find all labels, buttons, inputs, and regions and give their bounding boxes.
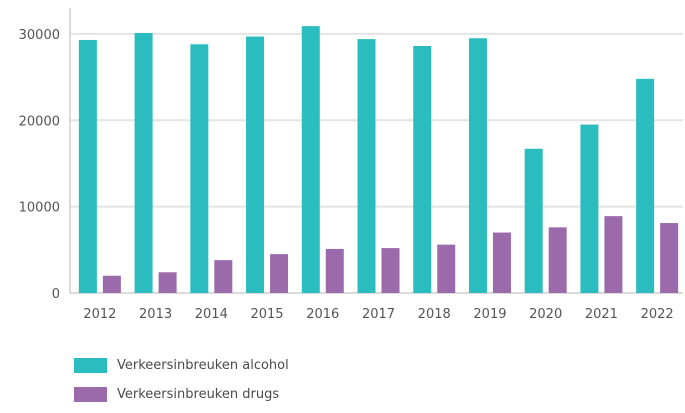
x-tick-label-2012: 2012: [83, 307, 116, 322]
bar-drugs-2016: [325, 248, 344, 293]
bars: [78, 26, 679, 294]
x-tick-label-2018: 2018: [418, 307, 451, 322]
x-tick-label-2014: 2014: [195, 307, 228, 322]
bar-drugs-2013: [158, 272, 177, 293]
bar-alcohol-2018: [413, 46, 432, 293]
bar-alcohol-2016: [301, 26, 320, 294]
bar-alcohol-2022: [636, 78, 655, 294]
legend-item-alcohol: Verkeersinbreuken alcohol: [74, 355, 289, 375]
y-tick-label-0: 0: [52, 287, 60, 302]
x-tick-label-2021: 2021: [585, 307, 618, 322]
bar-drugs-2017: [381, 248, 400, 293]
x-tick-label-2019: 2019: [473, 307, 506, 322]
y-tick-label-10000: 10000: [19, 201, 60, 216]
bar-drugs-2014: [214, 260, 233, 293]
legend-item-drugs: Verkeersinbreuken drugs: [74, 384, 289, 404]
bar-alcohol-2013: [134, 33, 153, 293]
legend-label-drugs: Verkeersinbreuken drugs: [117, 386, 280, 402]
y-tick-label-30000: 30000: [19, 28, 60, 43]
legend-swatch-drugs: [74, 386, 107, 402]
bar-chart: 0 10000 20000 30000 2012 2013 2014 2015 2016 2017…: [19, 8, 683, 322]
x-tick-label-2016: 2016: [306, 307, 339, 322]
x-tick-label-2022: 2022: [641, 307, 674, 322]
bar-alcohol-2019: [468, 38, 487, 294]
bar-alcohol-2015: [246, 36, 265, 293]
x-tick-label-2015: 2015: [250, 307, 283, 322]
legend-label-alcohol: Verkeersinbreuken alcohol: [117, 357, 289, 373]
bar-alcohol-2017: [357, 39, 376, 293]
legend: Verkeersinbreuken alcohol Verkeersinbreu…: [74, 355, 289, 413]
bar-drugs-2015: [270, 254, 289, 293]
y-tick-label-20000: 20000: [19, 114, 60, 129]
bar-drugs-2022: [660, 223, 679, 293]
bar-drugs-2020: [548, 227, 567, 293]
x-tick-label-2013: 2013: [139, 307, 172, 322]
bar-alcohol-2020: [524, 148, 543, 293]
bar-alcohol-2021: [580, 124, 599, 293]
tick-labels: 0 10000 20000 30000 2012 2013 2014 2015 2016 2017…: [19, 28, 674, 322]
bar-drugs-2021: [604, 216, 623, 293]
x-tick-label-2017: 2017: [362, 307, 395, 322]
x-tick-label-2020: 2020: [529, 307, 562, 322]
bar-drugs-2012: [102, 275, 121, 293]
bar-drugs-2019: [492, 232, 511, 293]
bar-alcohol-2012: [78, 39, 97, 293]
bar-alcohol-2014: [190, 44, 209, 293]
legend-swatch-alcohol: [74, 357, 107, 373]
bar-drugs-2018: [437, 244, 456, 293]
